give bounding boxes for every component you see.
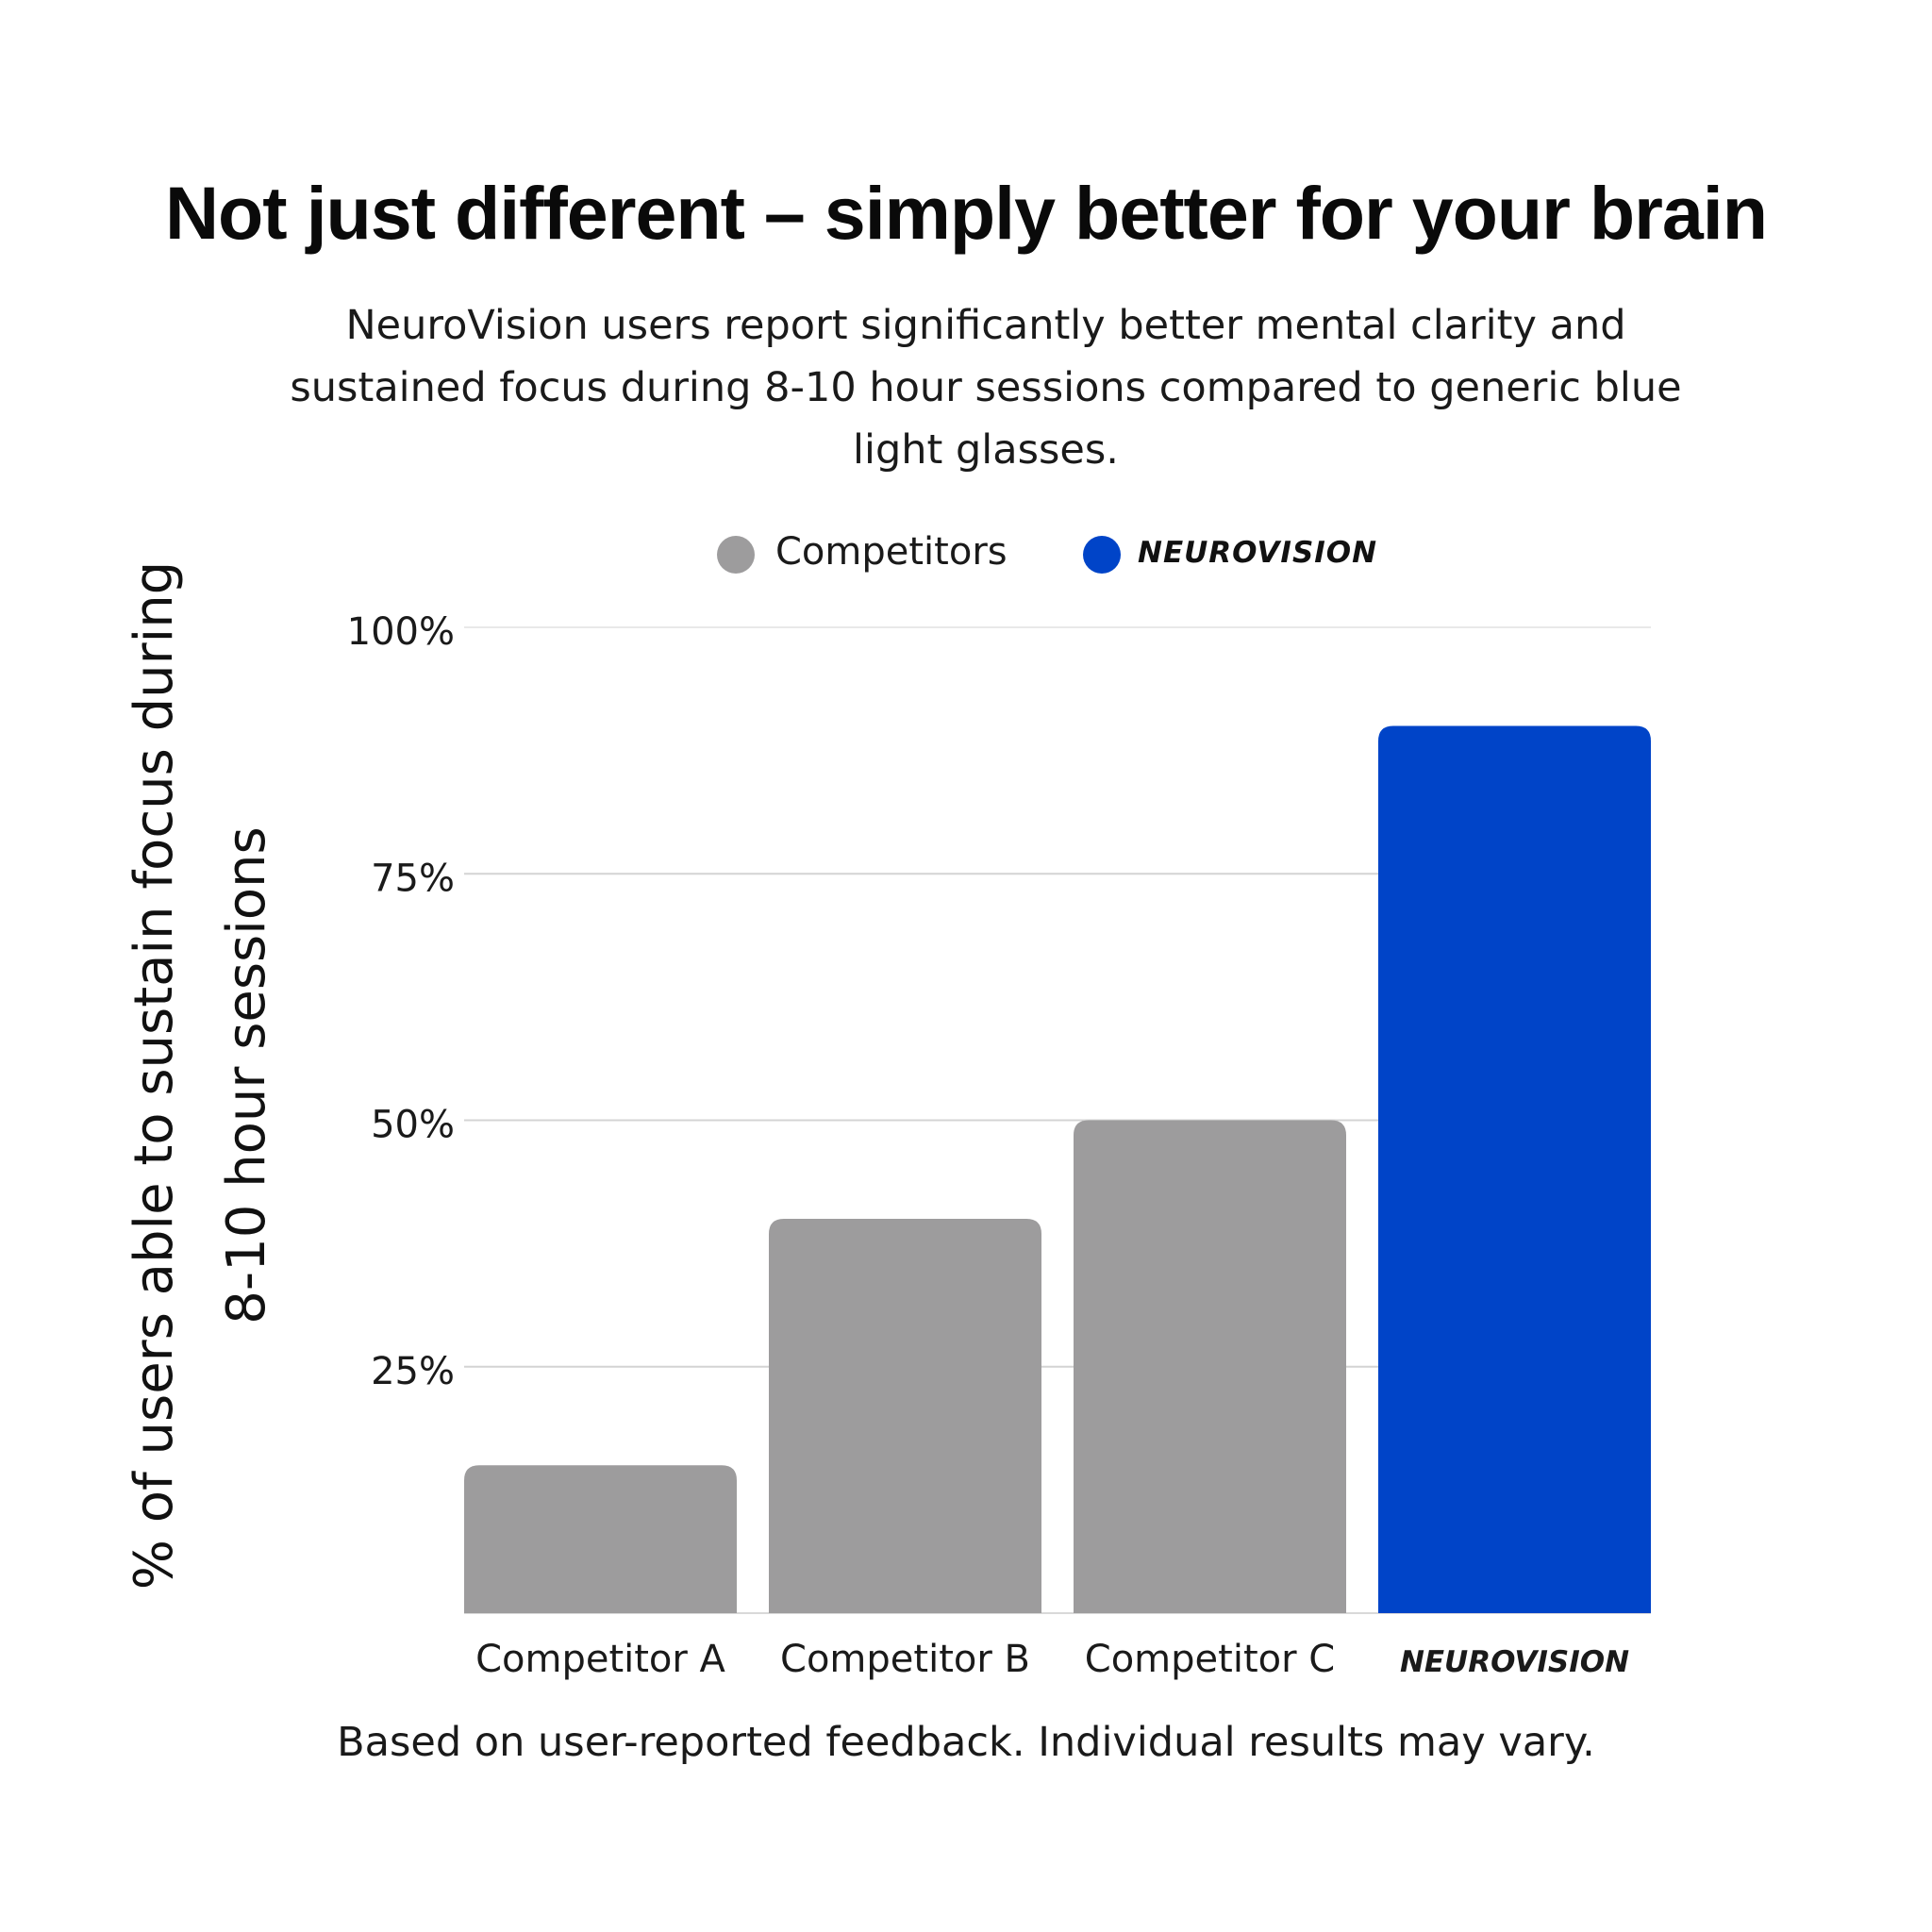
x-tick-label: Competitor A — [475, 1638, 725, 1681]
bar-competitor-a — [464, 1465, 737, 1613]
y-tick-label: 25% — [371, 1350, 455, 1393]
chart-subtitle: NeuroVision users report significantly b… — [290, 302, 1682, 474]
legend-swatch-competitors — [717, 536, 755, 574]
legend-label-competitors: Competitors — [775, 530, 1008, 574]
y-tick-label: 100% — [347, 610, 455, 654]
legend-swatch-neurovision — [1083, 536, 1121, 574]
legend-logo-neurovision: NEUROVISION — [1138, 536, 1378, 570]
bar-competitor-b — [769, 1219, 1041, 1613]
footnote: Based on user-reported feedback. Individ… — [337, 1719, 1595, 1766]
bar-competitor-c — [1074, 1120, 1346, 1613]
chart-legend: Competitors NEUROVISION — [0, 526, 1932, 583]
chart-title: Not just different – simply better for y… — [165, 171, 1768, 255]
x-tick-label: NEUROVISION — [1400, 1645, 1629, 1679]
x-tick-label: Competitor C — [1085, 1638, 1335, 1681]
x-tick-label: Competitor B — [780, 1638, 1030, 1681]
bar-neurovision — [1378, 725, 1651, 1613]
y-tick-label: 75% — [371, 857, 455, 900]
y-tick-label: 50% — [371, 1104, 455, 1147]
